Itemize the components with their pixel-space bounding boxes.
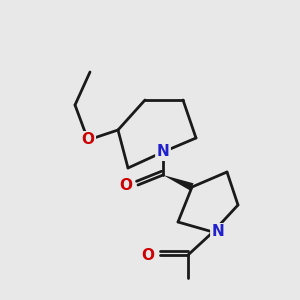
Text: O: O [142, 248, 154, 262]
Text: O: O [82, 133, 94, 148]
Text: N: N [212, 224, 224, 239]
Text: O: O [119, 178, 133, 193]
Polygon shape [163, 175, 194, 191]
Text: N: N [157, 145, 169, 160]
